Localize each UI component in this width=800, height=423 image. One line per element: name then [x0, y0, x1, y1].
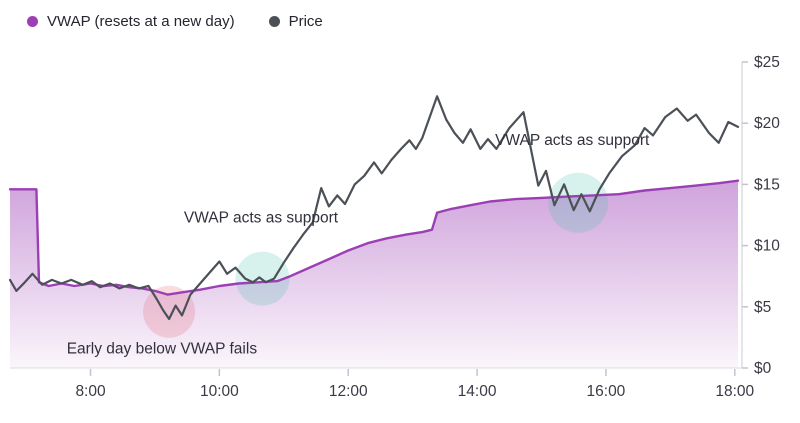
x-tick-label-1: 10:00: [200, 383, 239, 400]
x-tick-label-5: 18:00: [715, 383, 754, 400]
y-tick-label-5: $25: [754, 54, 780, 71]
x-tick-label-2: 12:00: [329, 383, 368, 400]
vwap-area: [10, 180, 738, 368]
y-tick-label-4: $20: [754, 115, 780, 132]
y-tick-label-3: $15: [754, 176, 780, 193]
price-legend-dot-icon: [268, 16, 280, 27]
y-tick-label-2: $10: [754, 238, 780, 255]
x-tick-label-0: 8:00: [75, 383, 106, 400]
x-tick-label-4: 16:00: [587, 383, 626, 400]
vwap-legend-label: VWAP (resets at a new day): [47, 13, 235, 30]
vwap-legend-dot-icon: [27, 16, 38, 27]
legend-item-price[interactable]: Price: [268, 13, 323, 30]
price-line: [8, 95, 740, 321]
annotation-label-2: VWAP acts as support: [495, 132, 650, 149]
y-tick-label-0: $0: [754, 360, 772, 377]
y-tick-label-1: $5: [754, 299, 771, 316]
x-tick-label-3: 14:00: [458, 383, 497, 400]
annotation-label-1: VWAP acts as support: [184, 209, 339, 226]
price-legend-label: Price: [288, 13, 323, 30]
annotation-label-0: Early day below VWAP fails: [67, 340, 258, 357]
legend-item-vwap[interactable]: VWAP (resets at a new day): [27, 13, 235, 30]
chart-legend: VWAP (resets at a new day) Price: [27, 13, 323, 30]
vwap-line: [8, 179, 740, 296]
